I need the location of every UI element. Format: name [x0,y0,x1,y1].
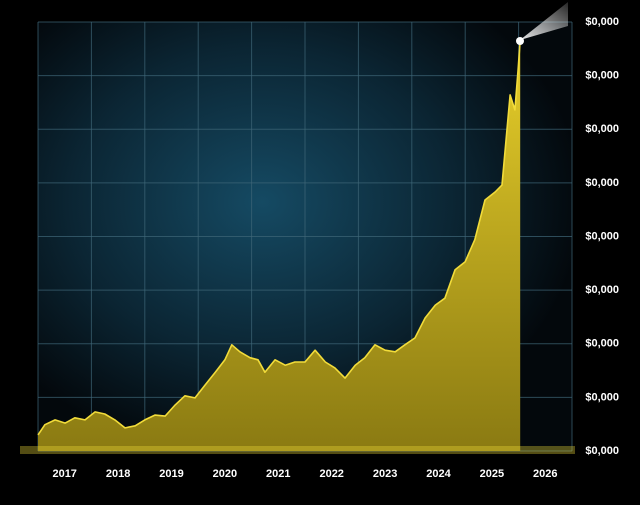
x-tick-label: 2018 [106,468,130,480]
x-tick-label: 2017 [52,468,76,480]
y-tick-label: $0,000 [585,70,619,82]
peak-glow [516,37,524,45]
price-line [37,39,521,436]
y-tick-label: $0,000 [585,177,619,189]
light-beam [520,2,568,40]
x-tick-label: 2024 [426,468,451,480]
y-tick-label: $0,000 [585,391,619,403]
x-tick-label: 2025 [480,468,504,480]
x-tick-label: 2020 [213,468,237,480]
x-tick-label: 2019 [159,468,183,480]
x-tick-label: 2021 [266,468,290,480]
base-glow [20,446,575,454]
y-tick-label: $0,000 [585,16,619,28]
x-tick-label: 2022 [319,468,343,480]
area-fill [38,39,521,451]
x-tick-label: 2023 [373,468,397,480]
y-tick-label: $0,000 [585,338,619,350]
x-tick-label: 2026 [533,468,557,480]
y-tick-label: $0,000 [585,230,619,242]
y-tick-label: $0,000 [585,284,619,296]
y-tick-label: $0,000 [585,123,619,135]
y-tick-label: $0,000 [585,445,619,457]
